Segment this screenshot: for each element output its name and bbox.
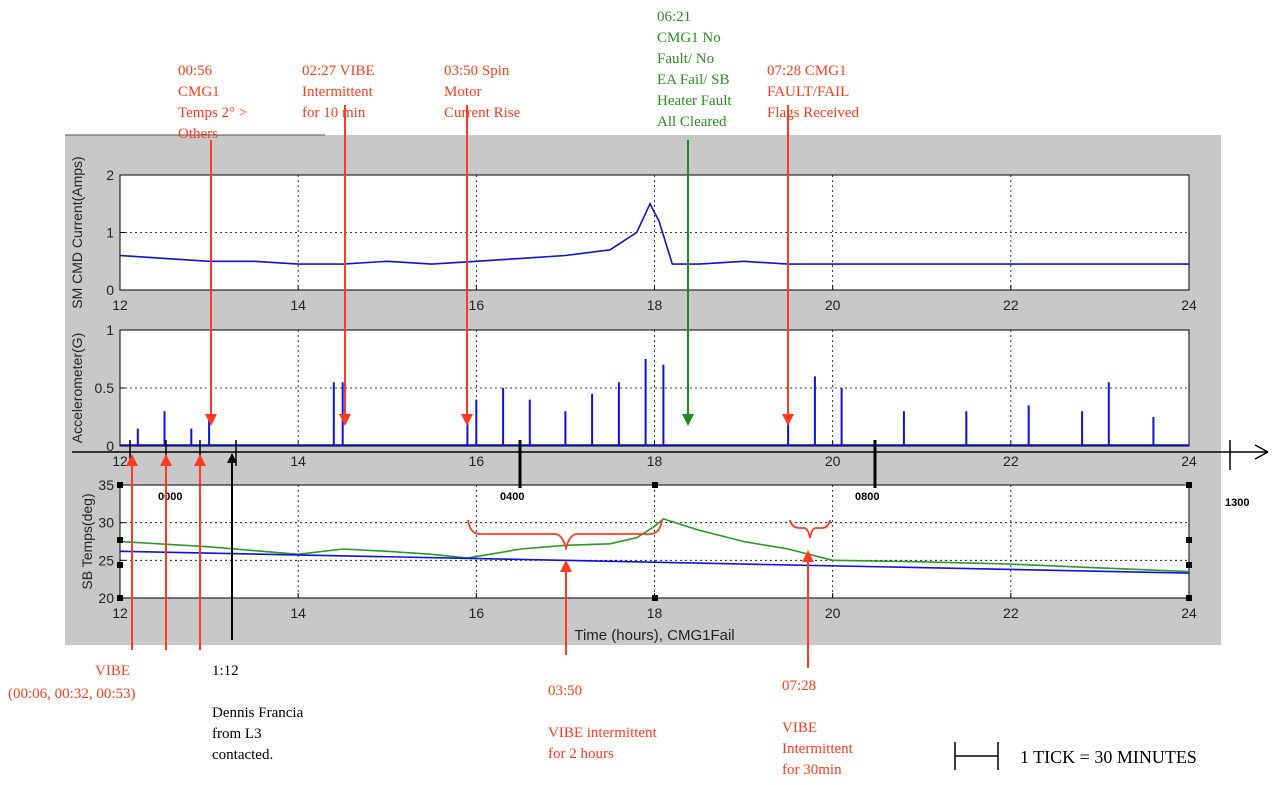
brace-0728 xyxy=(789,519,831,539)
x-tick-label: 12 xyxy=(112,453,128,469)
x-tick-label: 22 xyxy=(1003,297,1019,313)
y-axis-label: SB Temps(deg) xyxy=(79,493,95,589)
y-tick-label: 0 xyxy=(106,438,114,454)
bottom-annotation-line: from L3 xyxy=(212,726,262,742)
top-annotation-line: Flags Received xyxy=(767,105,860,121)
y-tick-label: 0 xyxy=(106,282,114,298)
x-tick-label: 24 xyxy=(1181,605,1197,621)
x-tick-label: 20 xyxy=(825,605,841,621)
top-annotation-line: CMG1 xyxy=(178,84,220,100)
top-annotation-line: Heater Fault xyxy=(657,93,732,109)
y-tick-label: 2 xyxy=(106,167,114,183)
corner-marker xyxy=(117,595,123,601)
x-tick-label: 24 xyxy=(1181,297,1197,313)
brace-0350 xyxy=(467,519,663,552)
bottom-annotation-line: VIBE xyxy=(95,663,130,679)
corner-marker xyxy=(117,482,123,488)
top-annotation-line: 00:56 xyxy=(178,63,213,79)
y-tick-label: 0.5 xyxy=(95,380,115,396)
corner-marker xyxy=(1186,595,1192,601)
x-tick-label: 14 xyxy=(290,297,306,313)
y-tick-label: 1 xyxy=(106,322,114,338)
top-annotation-line: Fault/ No xyxy=(657,51,714,67)
x-tick-label: 16 xyxy=(469,453,485,469)
corner-marker xyxy=(1186,537,1192,543)
x-tick-label: 18 xyxy=(647,453,663,469)
top-annotation-line: Others xyxy=(178,126,218,142)
top-annotation-line: EA Fail/ SB xyxy=(657,72,730,88)
x-tick-label: 22 xyxy=(1003,605,1019,621)
top-annotation-line: FAULT/FAIL xyxy=(767,84,849,100)
bottom-annotation-line: 07:28 xyxy=(782,678,816,694)
top-annotation-line: for 10 min xyxy=(302,105,366,121)
top-annotation-line: 02:27 VIBE xyxy=(302,63,375,79)
x-tick-label: 20 xyxy=(825,453,841,469)
bottom-annotation-line: 1:12 xyxy=(212,663,239,679)
y-tick-label: 25 xyxy=(98,552,114,568)
x-tick-label: 14 xyxy=(290,453,306,469)
panel-accelerometer: 12 14 16 18 20 22 24 0 0.5 1 Accelerometer(G) xyxy=(69,322,1197,469)
x-tick-label: 22 xyxy=(1003,453,1019,469)
bottom-annotation-line: contacted. xyxy=(212,747,273,763)
bottom-annotation-line: for 2 hours xyxy=(548,746,614,762)
top-annotation-line: Temps 2° > xyxy=(178,105,247,121)
x-tick-label: 16 xyxy=(469,605,485,621)
timeline-label: 0000 xyxy=(158,491,182,503)
bottom-annotation-line: VIBE xyxy=(782,720,817,736)
timeline-axis: 0000 0400 0800 1300 xyxy=(72,440,1269,509)
top-annotation-line: 07:28 CMG1 xyxy=(767,63,847,79)
bottom-annotation-line: Dennis Francia xyxy=(212,705,304,721)
x-tick-label: 18 xyxy=(647,605,663,621)
corner-marker xyxy=(1186,562,1192,568)
bottom-annotation-line: for 30min xyxy=(782,762,842,778)
x-tick-label: 18 xyxy=(647,297,663,313)
x-tick-label: 24 xyxy=(1181,453,1197,469)
x-axis-label: Time (hours), CMG1Fail xyxy=(574,627,734,644)
top-annotation-line: All Cleared xyxy=(657,114,727,130)
x-tick-label: 20 xyxy=(825,297,841,313)
top-annotation-line: Intermittent xyxy=(302,84,374,100)
y-tick-label: 1 xyxy=(106,225,114,241)
y-axis-label: SM CMD Current(Amps) xyxy=(69,156,85,308)
top-annotation-line: CMG1 No xyxy=(657,30,721,46)
annotations-layer: 00:56 CMG1 Temps 2° > Others 02:27 VIBE Inter… xyxy=(8,9,860,778)
top-annotation-line: Motor xyxy=(444,84,482,100)
timeline-label: 0800 xyxy=(855,491,879,503)
bottom-annotation-line: VIBE intermittent xyxy=(548,725,658,741)
corner-marker xyxy=(652,482,658,488)
bottom-annotation-line: Intermittent xyxy=(782,741,854,757)
timeline-label: 0400 xyxy=(500,491,524,503)
x-tick-label: 16 xyxy=(469,297,485,313)
corner-marker xyxy=(1186,482,1192,488)
corner-marker xyxy=(117,562,123,568)
y-tick-label: 20 xyxy=(98,590,114,606)
series-line-blue xyxy=(119,201,1189,265)
x-tick-label: 12 xyxy=(112,297,128,313)
y-axis-label: Accelerometer(G) xyxy=(69,333,85,443)
x-tick-label: 14 xyxy=(290,605,306,621)
corner-marker xyxy=(652,595,658,601)
timeline-arrowhead xyxy=(1254,444,1269,460)
timeline-label: 1300 xyxy=(1225,497,1249,509)
y-tick-label: 30 xyxy=(98,515,114,531)
top-annotation-line: 03:50 Spin xyxy=(444,63,510,79)
scale-note: 1 TICK = 30 MINUTES xyxy=(1020,747,1197,767)
corner-marker xyxy=(117,537,123,543)
x-tick-label: 12 xyxy=(112,605,128,621)
y-tick-label: 35 xyxy=(98,477,114,493)
series-line-blue xyxy=(119,550,1190,574)
bottom-annotation-line: 03:50 xyxy=(548,683,582,699)
top-annotation-line: Current Rise xyxy=(444,105,521,121)
tick-scale-legend: 1 TICK = 30 MINUTES xyxy=(954,742,1197,770)
bottom-annotation-line: (00:06, 00:32, 00:53) xyxy=(8,686,136,702)
series-line-green xyxy=(119,518,1190,573)
top-annotation-line: 06:21 xyxy=(657,9,691,25)
